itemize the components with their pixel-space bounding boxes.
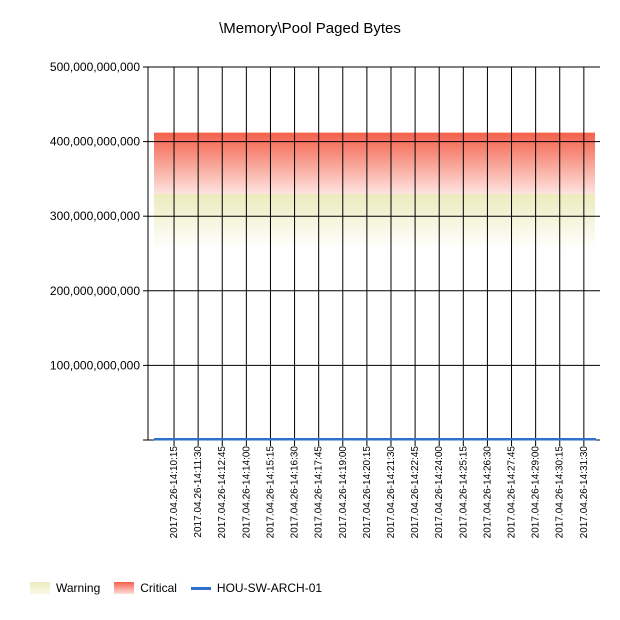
band-warning [154, 193, 595, 250]
x-tick-label-14: 2017.04.26-14:27:45 [507, 446, 518, 539]
y-tick-label-3: 300,000,000,000 [50, 209, 140, 223]
series-point-0-11 [438, 438, 441, 441]
series-point-0-8 [365, 438, 368, 441]
x-tick-label-3: 2017.04.26-14:14:00 [241, 446, 252, 539]
legend-swatch-series [190, 586, 211, 590]
x-tick-label-5: 2017.04.26-14:16:30 [290, 446, 301, 539]
y-tick-label-5: 500,000,000,000 [50, 60, 140, 74]
y-tick-label-2: 200,000,000,000 [50, 284, 140, 298]
series-point-0-3 [245, 438, 248, 441]
series-point-0-12 [462, 438, 465, 441]
series-point-0-6 [317, 438, 320, 441]
series-point-0-2 [221, 438, 224, 441]
x-tick-label-11: 2017.04.26-14:24:00 [434, 446, 445, 539]
y-tick-label-4: 400,000,000,000 [50, 135, 140, 149]
x-tick-label-0: 2017.04.26-14:10:15 [169, 446, 180, 539]
x-tick-label-4: 2017.04.26-14:15:15 [265, 446, 276, 539]
series-point-0-17 [582, 438, 585, 441]
band-critical [154, 132, 595, 194]
series-point-0-7 [341, 438, 344, 441]
y-tick-label-1: 100,000,000,000 [50, 358, 140, 372]
chart-title: \Memory\Pool Paged Bytes [219, 20, 401, 37]
x-tick-label-1: 2017.04.26-14:11:30 [193, 446, 204, 538]
x-tick-label-2: 2017.04.26-14:12:45 [217, 446, 228, 539]
x-tick-label-7: 2017.04.26-14:19:00 [338, 446, 349, 539]
x-tick-label-9: 2017.04.26-14:21:30 [386, 446, 397, 539]
x-tick-label-15: 2017.04.26-14:29:00 [531, 446, 542, 539]
x-tick-label-8: 2017.04.26-14:20:15 [362, 446, 373, 539]
series-point-0-9 [389, 438, 392, 441]
series-point-0-16 [558, 438, 561, 441]
series-point-0-0 [173, 438, 176, 441]
series-point-0-15 [534, 438, 537, 441]
x-tick-label-16: 2017.04.26-14:30:15 [555, 446, 566, 539]
x-tick-label-10: 2017.04.26-14:22:45 [410, 446, 421, 539]
x-tick-label-17: 2017.04.26-14:31:30 [579, 446, 590, 539]
series-point-0-10 [414, 438, 417, 441]
series-point-0-5 [293, 438, 296, 441]
legend-label-critical: Critical [140, 581, 177, 595]
series-point-0-1 [197, 438, 200, 441]
series-point-0-4 [269, 438, 272, 441]
legend-label-series: HOU-SW-ARCH-01 [216, 581, 323, 595]
legend-item-warning: Warning [30, 581, 100, 595]
legend-item-series: HOU-SW-ARCH-01 [190, 581, 323, 595]
legend-swatch-critical [114, 582, 135, 594]
series-point-0-14 [510, 438, 513, 441]
x-tick-label-12: 2017.04.26-14:25:15 [458, 446, 469, 539]
legend-swatch-warning [30, 582, 50, 594]
legend-item-critical: Critical [114, 581, 177, 595]
legend-label-warning: Warning [56, 581, 101, 595]
series-point-0-13 [486, 438, 489, 441]
legend: Warning Critical HOU-SW-ARCH-01 [30, 581, 336, 595]
x-tick-label-13: 2017.04.26-14:26:30 [482, 446, 493, 539]
x-tick-label-6: 2017.04.26-14:17:45 [314, 446, 325, 539]
